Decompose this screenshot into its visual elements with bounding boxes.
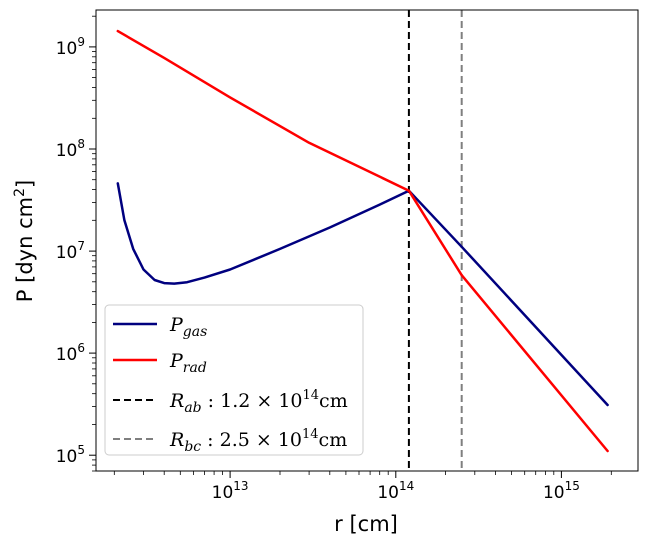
- y-axis: 105 106 107 108 109: [56, 15, 96, 472]
- x-axis: 1013 1014 1015: [113, 471, 612, 503]
- series-line-p-rad: [116, 29, 609, 453]
- y-axis-label: P [dyn cm2]: [12, 180, 37, 302]
- legend-label-p-rad: Prad: [169, 350, 207, 376]
- legend-label-p-gas: Pgas: [169, 314, 207, 340]
- x-tick-label: 1013: [212, 479, 249, 503]
- x-tick-label: 1014: [377, 479, 414, 503]
- plot-frame: [95, 9, 639, 472]
- y-tick-label: 105: [56, 443, 85, 467]
- x-axis-label: r [cm]: [334, 512, 398, 536]
- legend-label-r-bc: Rbc : 2.5 × 1014cm: [169, 427, 347, 455]
- y-tick-label: 107: [56, 239, 85, 263]
- legend-box: [104, 304, 364, 456]
- series-line-p-gas: [116, 182, 609, 407]
- legend: Pgas Prad Rab : 1.2 × 1014cm Rbc : 2.5 ×…: [104, 304, 364, 456]
- legend-label-r-ab: Rab : 1.2 × 1014cm: [169, 388, 348, 416]
- y-tick-label: 109: [56, 35, 85, 59]
- y-tick-label: 108: [56, 137, 85, 161]
- y-tick-label: 106: [56, 341, 85, 365]
- plot-content: [116, 10, 609, 471]
- x-tick-label: 1015: [543, 479, 580, 503]
